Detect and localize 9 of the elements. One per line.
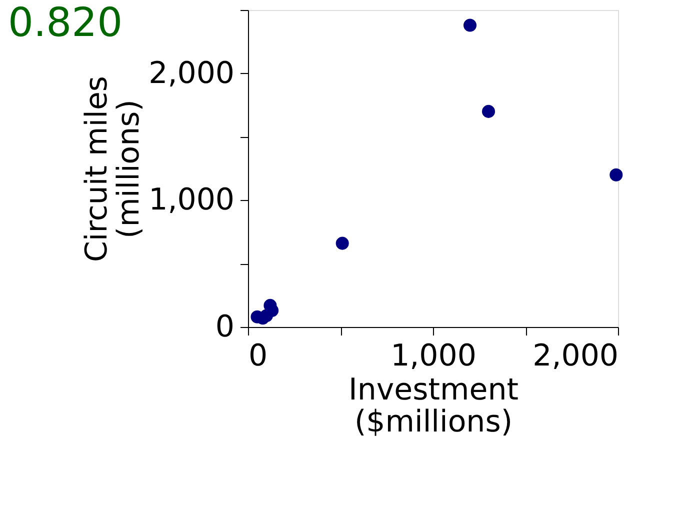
x-tick-label: 2,000 xyxy=(532,338,618,374)
x-tick-label: 1,000 xyxy=(390,338,476,374)
x-axis-title: Investment ($millions) xyxy=(348,372,519,440)
x-tick-label: 0 xyxy=(248,338,268,374)
y-tick-label: 1,000 xyxy=(148,182,234,218)
y-axis-title: Circuit miles (millions) xyxy=(80,76,147,262)
chart-title: 0.820 xyxy=(8,0,123,46)
y-tick-label: 2,000 xyxy=(148,56,234,91)
y-tick-label: 0 xyxy=(215,310,234,344)
